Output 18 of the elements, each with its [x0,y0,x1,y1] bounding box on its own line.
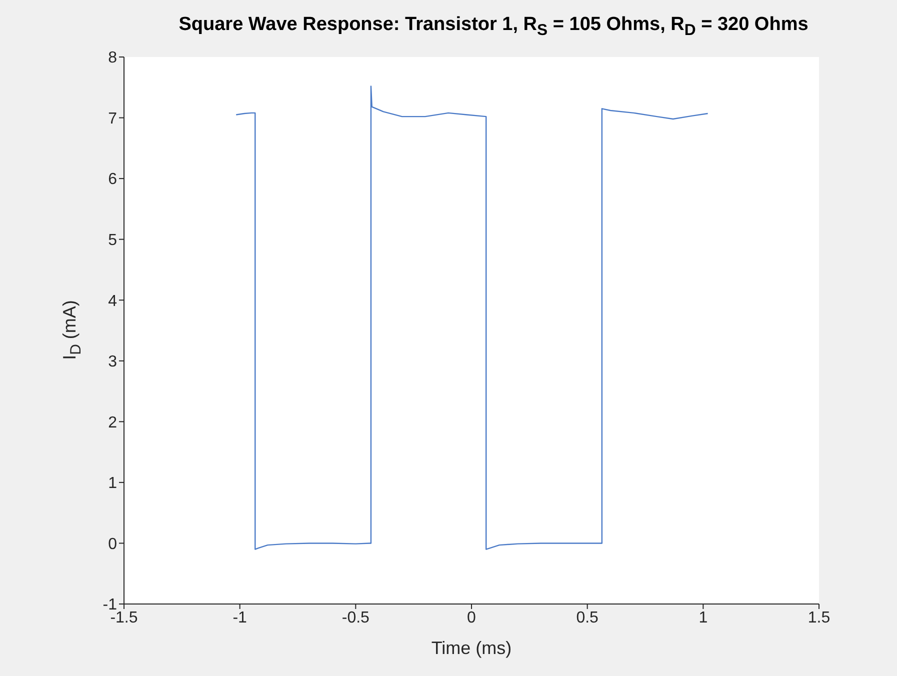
y-tick-label: 6 [108,171,118,188]
y-tick-label: 1 [108,475,118,492]
y-tick-label: 7 [108,110,118,128]
y-tick-label: 0 [108,536,118,553]
x-tick-label: -0.5 [342,609,370,626]
x-tick-label: 1 [698,609,708,626]
x-axis-title: Time (ms) [431,638,512,658]
x-tick-label: -1 [232,609,248,626]
chart-title: Square Wave Response: Transistor 1, R$_{S}$ = 105 Ohms, R$_{D}$ = 320 Ohms [178,14,810,40]
x-tick-label: 1.5 [808,609,830,626]
y-tick-label: 8 [108,50,118,67]
y-tick-label: 4 [108,292,118,310]
line-series [236,86,708,550]
y-tick-label: 5 [108,232,118,250]
y-tick-label: 3 [108,354,118,371]
x-tick-label: 0.5 [576,609,599,626]
y-tick-label: 2 [108,414,118,432]
x-tick-label: 0 [467,609,476,626]
